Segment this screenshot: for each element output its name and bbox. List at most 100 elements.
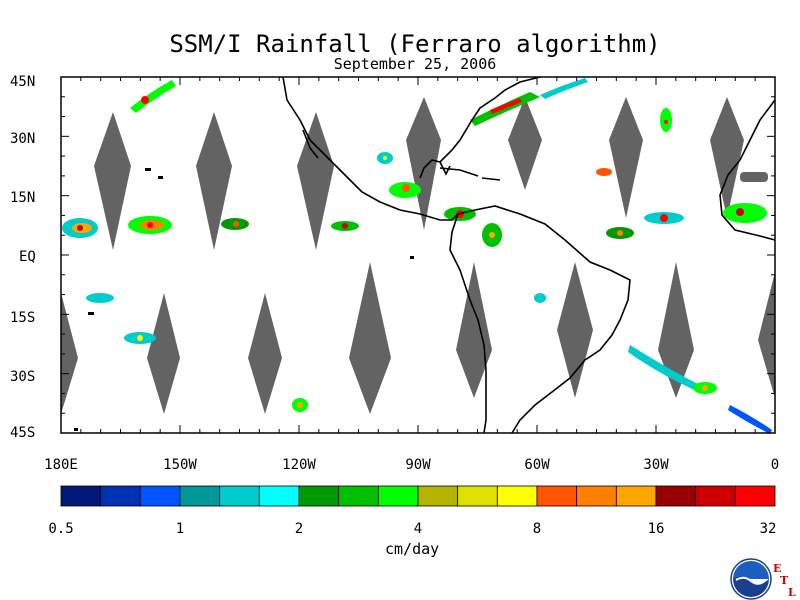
- colorbar-swatch: [139, 485, 181, 507]
- africa-coast: [719, 99, 776, 241]
- colorbar-swatch: [338, 485, 379, 507]
- map-plot-area: [60, 76, 776, 434]
- lat-label: EQ: [19, 249, 36, 265]
- rain-patch-atlantic-itcz: [606, 227, 634, 239]
- colorbar-labels: 0.5 1 2 4 8 16 32: [48, 521, 776, 537]
- latitude-labels: 45N 30N 15N EQ 15S 30S 45S: [10, 74, 36, 441]
- lat-label: 45S: [10, 425, 35, 441]
- colorbar-swatch: [417, 485, 459, 507]
- colorbar: [60, 485, 776, 507]
- colorbar-swatch: [655, 485, 697, 507]
- no-data-swath: [710, 97, 744, 218]
- colorbar-tick-label: 4: [414, 521, 422, 537]
- rainfall-patches: [62, 78, 772, 434]
- colorbar-tick-label: 2: [295, 521, 303, 537]
- colorbar-units: cm/day: [385, 540, 440, 558]
- rain-patch-central-america: [389, 182, 421, 198]
- no-data-swath: [609, 97, 643, 218]
- colorbar-swatch: [179, 485, 221, 507]
- baja-california: [302, 129, 319, 159]
- etl-letter-t: T: [780, 574, 789, 587]
- etl-letter-e: E: [773, 562, 782, 575]
- colorbar-swatch: [298, 485, 340, 507]
- no-data-swath: [196, 112, 232, 250]
- chart-title: SSM/I Rainfall (Ferraro algorithm): [169, 30, 661, 58]
- lon-label: 60W: [524, 457, 550, 473]
- rain-patch-south-atlantic: [628, 345, 717, 395]
- rain-patch-east-atlantic: [644, 212, 684, 224]
- lon-label: 150W: [163, 457, 197, 473]
- colorbar-swatch: [695, 485, 736, 507]
- no-data-swath: [147, 293, 180, 414]
- island: [158, 176, 163, 179]
- no-data-swath: [508, 97, 542, 190]
- colorbar-tick-label: 16: [648, 521, 665, 537]
- longitude-labels: 180E 150W 120W 90W 60W 30W 0: [44, 457, 779, 473]
- island: [74, 428, 78, 431]
- colorbar-swatch: [60, 485, 102, 507]
- no-data-swath: [456, 262, 492, 398]
- no-data-swath: [740, 172, 768, 182]
- rain-patch-south-pacific-3: [292, 398, 308, 412]
- colorbar-tick-label: 32: [760, 521, 777, 537]
- rain-patch-africa-coast: [723, 203, 767, 223]
- island: [145, 168, 151, 171]
- rain-patch-south-atlantic-2: [728, 405, 772, 434]
- lon-label: 30W: [643, 457, 669, 473]
- etl-letter-l: L: [788, 586, 796, 599]
- no-data-swath: [349, 262, 391, 414]
- colorbar-swatch: [615, 485, 657, 507]
- rain-patch-south-pacific-1: [86, 293, 114, 303]
- rain-patch-mid-atlantic: [660, 108, 672, 132]
- rain-patch-pacific-nw: [130, 80, 176, 113]
- small-islands: [74, 168, 414, 431]
- colorbar-swatch: [219, 485, 260, 507]
- rain-patch-brazil: [534, 293, 546, 303]
- north-america-coast: [282, 76, 541, 221]
- no-data-swath: [758, 272, 775, 398]
- lat-label: 45N: [10, 74, 35, 90]
- rain-patch-atlantic-east: [596, 168, 612, 176]
- south-america-coast: [449, 205, 631, 434]
- colorbar-swatch: [734, 485, 776, 507]
- no-data-swath: [297, 112, 334, 250]
- island: [88, 312, 94, 315]
- rain-patch-north-atlantic: [470, 92, 540, 126]
- no-data-swath: [94, 112, 131, 250]
- lat-label: 15S: [10, 310, 35, 326]
- colorbar-swatch: [100, 485, 141, 507]
- lon-label: 120W: [282, 457, 316, 473]
- lat-label: 30S: [10, 369, 35, 385]
- rain-patch-itcz-2: [221, 218, 249, 230]
- rain-patch-itcz-1: [128, 216, 172, 234]
- colorbar-swatch: [258, 485, 300, 507]
- no-data-swath: [658, 262, 694, 398]
- axis-ticks: [60, 76, 776, 434]
- colorbar-swatch: [576, 485, 617, 507]
- no-data-swath: [557, 262, 593, 398]
- colorbar-tick-label: 8: [533, 521, 541, 537]
- no-data-swath: [61, 293, 78, 414]
- rain-patch-amazon: [482, 223, 502, 247]
- cuba: [439, 167, 479, 177]
- coastlines: [282, 76, 776, 434]
- lon-label: 0: [771, 457, 779, 473]
- lat-label: 15N: [10, 190, 35, 206]
- no-data-swath: [248, 293, 282, 414]
- rain-patch-itcz-3: [331, 221, 359, 231]
- no-data-swaths: [61, 97, 775, 414]
- rain-patch-itcz-west: [62, 218, 98, 238]
- rain-patch-atlantic-2: [540, 78, 588, 99]
- hispaniola: [481, 177, 501, 181]
- colorbar-swatch: [536, 485, 578, 507]
- colorbar-swatch: [496, 485, 538, 507]
- lon-label: 90W: [405, 457, 431, 473]
- chart-subtitle: September 25, 2006: [333, 55, 497, 73]
- lat-label: 30N: [10, 131, 35, 147]
- no-data-swath: [406, 97, 441, 230]
- rain-patch-south-pacific-2: [124, 332, 156, 344]
- noaa-logo: [730, 558, 772, 600]
- island: [410, 256, 414, 259]
- colorbar-swatch: [457, 485, 498, 507]
